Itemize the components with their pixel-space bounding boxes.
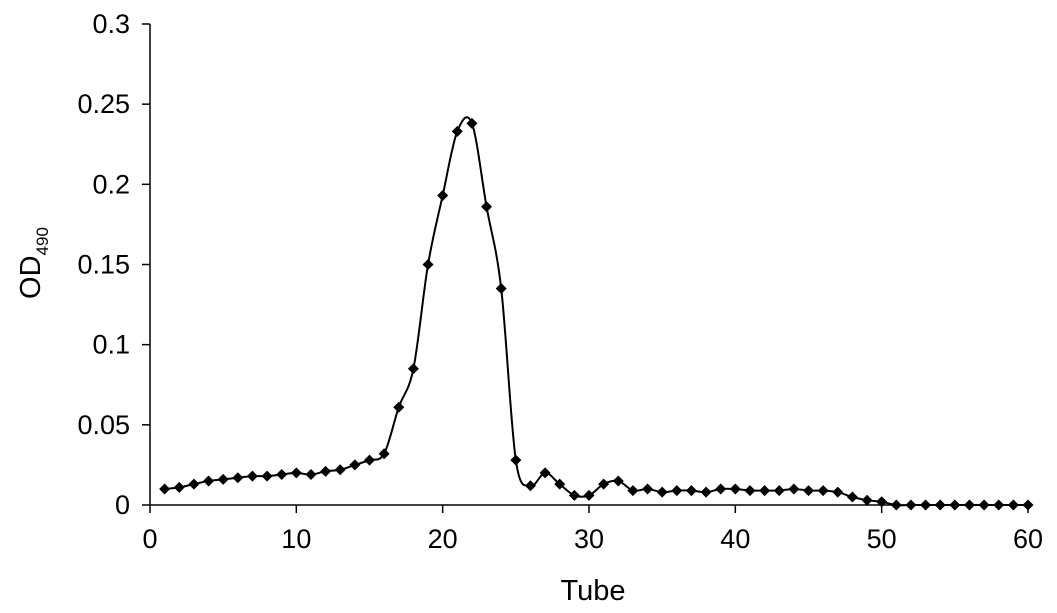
data-point-marker [598, 478, 610, 490]
data-point-marker [437, 190, 449, 202]
data-point-marker [290, 467, 302, 479]
data-point-marker [1022, 499, 1034, 511]
data-point-marker [759, 485, 771, 497]
data-point-marker [963, 499, 975, 511]
data-point-marker [1007, 499, 1019, 511]
y-axis-title-main: OD [15, 255, 47, 299]
x-tick-label: 0 [142, 524, 157, 554]
data-point-marker [934, 499, 946, 511]
data-point-marker [788, 483, 800, 495]
y-tick-label: 0 [115, 490, 130, 520]
x-tick-label: 50 [867, 524, 897, 554]
data-point-marker [612, 475, 624, 487]
y-tick-label: 0.1 [92, 330, 130, 360]
data-point-marker [320, 465, 332, 477]
data-point-marker [159, 483, 171, 495]
y-axis-title-subscript: 490 [33, 227, 52, 255]
data-point-marker [451, 125, 463, 137]
data-point-marker [217, 473, 229, 485]
series-line [164, 116, 1028, 507]
data-point-marker [407, 363, 419, 375]
data-point-marker [188, 478, 200, 490]
data-point-marker [466, 117, 478, 129]
data-point-marker [729, 483, 741, 495]
data-point-marker [803, 485, 814, 497]
data-point-marker [861, 494, 873, 506]
data-point-marker [846, 491, 858, 503]
x-tick-label: 20 [428, 524, 458, 554]
x-tick-label: 30 [574, 524, 604, 554]
data-point-marker [364, 454, 375, 466]
data-point-marker [656, 486, 668, 498]
data-point-marker [642, 483, 654, 495]
data-point-marker [685, 485, 697, 497]
x-tick-label: 10 [281, 524, 311, 554]
data-point-marker [583, 489, 595, 501]
data-point-marker [232, 472, 244, 484]
data-point-marker [495, 283, 507, 295]
data-point-marker [905, 499, 917, 511]
data-point-marker [744, 485, 756, 497]
data-point-marker [305, 469, 317, 481]
data-point-marker [422, 259, 434, 270]
data-point-marker [671, 485, 683, 497]
data-point-marker [378, 448, 390, 460]
x-tick-label: 40 [720, 524, 750, 554]
data-point-marker [203, 475, 215, 487]
y-tick-label: 0.05 [77, 410, 130, 440]
data-point-marker [554, 478, 566, 490]
data-point-marker [949, 499, 961, 511]
y-tick-label: 0.2 [92, 169, 130, 199]
data-point-marker [524, 480, 536, 492]
data-point-marker [773, 485, 785, 497]
data-point-marker [920, 499, 932, 511]
data-point-marker [993, 499, 1005, 511]
x-axis-title: Tube [560, 575, 625, 607]
data-point-marker [276, 469, 288, 481]
y-tick-label: 0.25 [77, 89, 130, 119]
data-point-marker [246, 470, 258, 482]
data-point-marker [832, 486, 844, 498]
data-point-marker [393, 401, 405, 413]
data-point-marker [349, 459, 361, 471]
data-point-marker [568, 489, 580, 501]
data-point-marker [627, 485, 639, 497]
data-point-marker [890, 499, 902, 511]
data-point-marker [173, 481, 185, 493]
y-tick-label: 0.3 [92, 9, 130, 39]
data-point-marker [700, 486, 712, 498]
data-point-marker [261, 470, 273, 482]
y-tick-label: 0.15 [77, 250, 130, 280]
y-axis-title: OD490 [15, 227, 52, 299]
data-point-marker [715, 483, 727, 495]
x-tick-label: 60 [1013, 524, 1043, 554]
y-axis-ticks: 0 0.05 0.1 0.15 0.2 0.25 0.3 [77, 9, 150, 520]
data-point-marker [978, 499, 990, 511]
data-point-marker [876, 496, 888, 508]
x-axis-ticks: 0 10 20 30 40 50 60 [142, 505, 1043, 554]
data-point-marker [481, 201, 493, 213]
data-point-marker [817, 485, 829, 497]
series-od490 [159, 116, 1034, 511]
data-point-marker [510, 454, 522, 466]
data-point-marker [334, 464, 346, 476]
data-point-marker [539, 467, 551, 479]
